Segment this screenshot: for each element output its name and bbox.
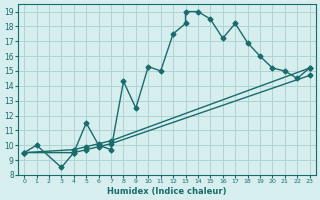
X-axis label: Humidex (Indice chaleur): Humidex (Indice chaleur) — [107, 187, 227, 196]
